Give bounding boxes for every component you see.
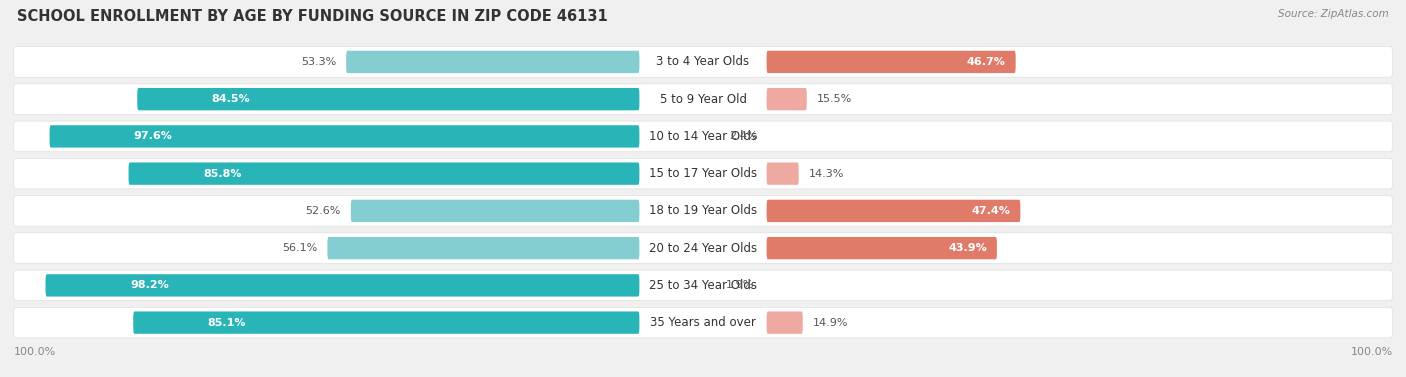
FancyBboxPatch shape <box>14 47 1392 77</box>
Text: Source: ZipAtlas.com: Source: ZipAtlas.com <box>1278 9 1389 20</box>
FancyBboxPatch shape <box>14 158 1392 189</box>
Text: 46.7%: 46.7% <box>967 57 1005 67</box>
Text: 97.6%: 97.6% <box>134 132 173 141</box>
FancyBboxPatch shape <box>45 274 640 297</box>
Text: 98.2%: 98.2% <box>131 280 169 290</box>
Text: 56.1%: 56.1% <box>283 243 318 253</box>
Text: 100.0%: 100.0% <box>14 347 56 357</box>
Text: 84.5%: 84.5% <box>211 94 249 104</box>
Text: 35 Years and over: 35 Years and over <box>650 316 756 329</box>
Text: 3 to 4 Year Olds: 3 to 4 Year Olds <box>657 55 749 68</box>
FancyBboxPatch shape <box>766 311 803 334</box>
FancyBboxPatch shape <box>14 121 1392 152</box>
Text: 10 to 14 Year Olds: 10 to 14 Year Olds <box>650 130 756 143</box>
Text: 15 to 17 Year Olds: 15 to 17 Year Olds <box>650 167 756 180</box>
Text: 52.6%: 52.6% <box>305 206 340 216</box>
FancyBboxPatch shape <box>346 51 640 73</box>
Text: 100.0%: 100.0% <box>1350 347 1392 357</box>
FancyBboxPatch shape <box>14 196 1392 226</box>
Text: SCHOOL ENROLLMENT BY AGE BY FUNDING SOURCE IN ZIP CODE 46131: SCHOOL ENROLLMENT BY AGE BY FUNDING SOUR… <box>17 9 607 25</box>
FancyBboxPatch shape <box>766 88 807 110</box>
FancyBboxPatch shape <box>766 51 1015 73</box>
Text: 1.9%: 1.9% <box>725 280 754 290</box>
FancyBboxPatch shape <box>134 311 640 334</box>
FancyBboxPatch shape <box>14 233 1392 264</box>
Text: 14.9%: 14.9% <box>813 318 848 328</box>
FancyBboxPatch shape <box>766 237 997 259</box>
FancyBboxPatch shape <box>14 84 1392 115</box>
Text: 20 to 24 Year Olds: 20 to 24 Year Olds <box>650 242 756 254</box>
FancyBboxPatch shape <box>328 237 640 259</box>
Text: 53.3%: 53.3% <box>301 57 336 67</box>
FancyBboxPatch shape <box>14 307 1392 338</box>
Text: 5 to 9 Year Old: 5 to 9 Year Old <box>659 93 747 106</box>
Text: 43.9%: 43.9% <box>948 243 987 253</box>
Text: 18 to 19 Year Olds: 18 to 19 Year Olds <box>650 204 756 218</box>
FancyBboxPatch shape <box>766 200 1021 222</box>
Text: 85.1%: 85.1% <box>207 318 246 328</box>
Text: 47.4%: 47.4% <box>972 206 1011 216</box>
FancyBboxPatch shape <box>766 162 799 185</box>
FancyBboxPatch shape <box>14 270 1392 300</box>
Text: 2.4%: 2.4% <box>730 132 758 141</box>
FancyBboxPatch shape <box>352 200 640 222</box>
Text: 15.5%: 15.5% <box>817 94 852 104</box>
Text: 14.3%: 14.3% <box>808 169 844 179</box>
FancyBboxPatch shape <box>128 162 640 185</box>
Text: 85.8%: 85.8% <box>204 169 242 179</box>
FancyBboxPatch shape <box>49 125 640 147</box>
Text: 25 to 34 Year Olds: 25 to 34 Year Olds <box>650 279 756 292</box>
FancyBboxPatch shape <box>138 88 640 110</box>
